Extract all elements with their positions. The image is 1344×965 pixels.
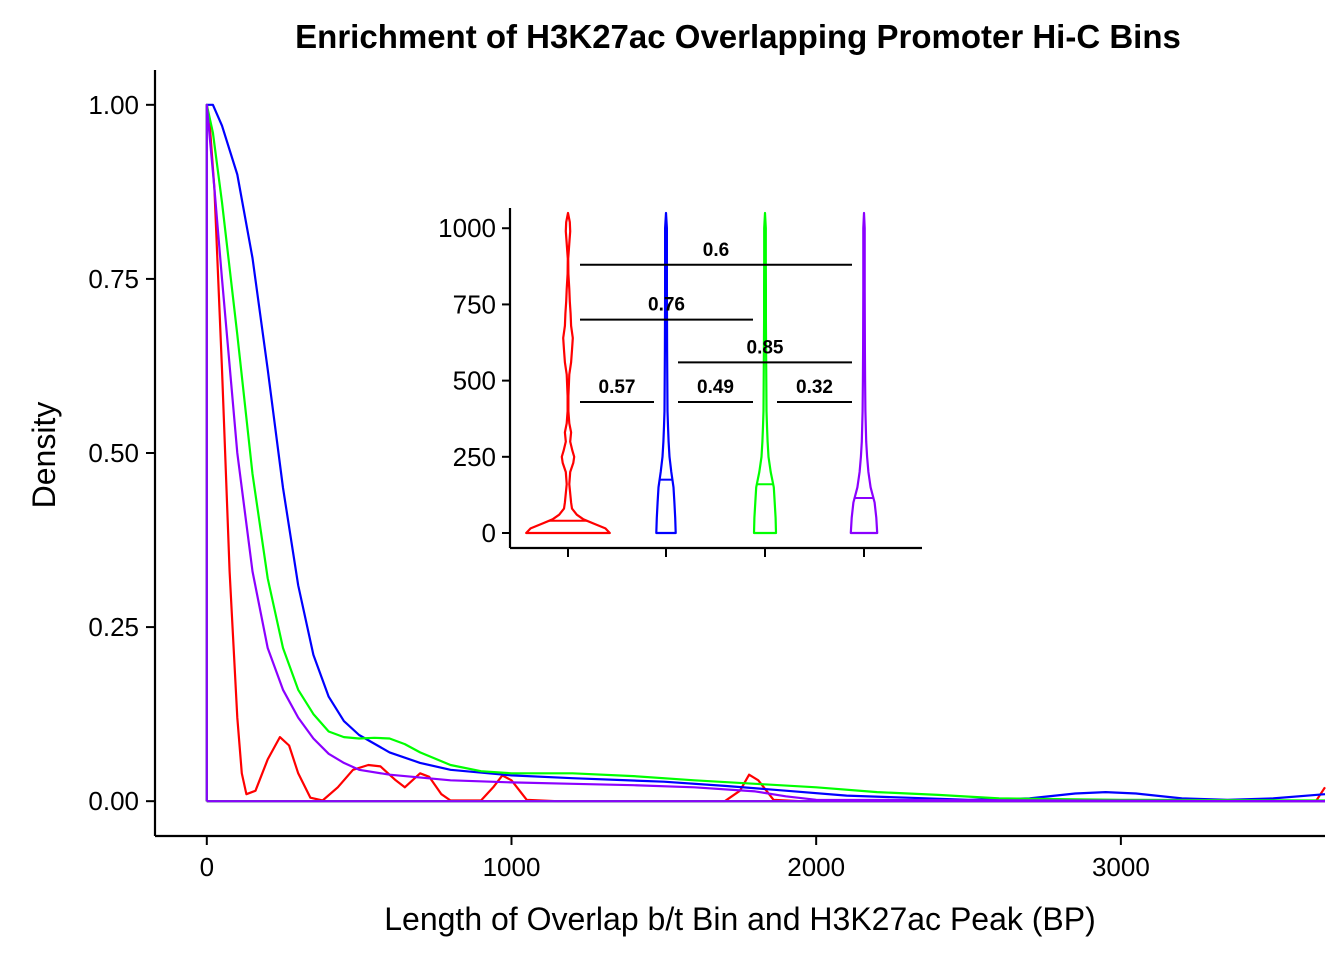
chart-title: Enrichment of H3K27ac Overlapping Promot… (295, 18, 1181, 55)
comparison-bracket: 0.32 (777, 377, 852, 403)
comparison-bracket: 0.49 (678, 377, 753, 403)
x-tick-label: 3000 (1092, 852, 1150, 882)
density-series-3 (205, 103, 1326, 803)
inset-axes (508, 208, 922, 550)
violin-outline (525, 211, 611, 535)
comparison-bracket: 0.57 (580, 377, 654, 403)
inset-violin-plot: 0 250 500 750 1000 0.57 0.49 0.32 0.85 0.76 0.6 (438, 208, 922, 557)
violins (525, 211, 879, 535)
comparison-bracket: 0.6 (580, 240, 852, 266)
violin-1 (525, 211, 611, 535)
x-tick-label: 1000 (483, 852, 541, 882)
y-tick-label: 0.00 (88, 786, 139, 816)
p-value-label: 0.32 (796, 377, 833, 398)
density-line (205, 103, 1326, 802)
violin-outline (752, 211, 778, 535)
comparison-bracket: 0.76 (580, 295, 753, 321)
inset-y-tick-label: 500 (453, 366, 496, 396)
violin-outline (849, 211, 879, 535)
main-axes (153, 70, 1325, 838)
violin-outline (655, 211, 677, 535)
inset-ticks: 0 250 500 750 1000 (438, 213, 865, 557)
violin-2 (655, 211, 677, 535)
p-value-label: 0.49 (697, 377, 734, 398)
inset-y-tick-label: 750 (453, 289, 496, 319)
density-lines (205, 103, 1326, 803)
density-line (205, 103, 1326, 802)
x-tick-label: 0 (200, 852, 214, 882)
x-tick-label: 2000 (787, 852, 845, 882)
p-value-label: 0.57 (599, 377, 636, 398)
density-line (205, 103, 1326, 803)
density-series-4 (205, 103, 1326, 803)
y-axis-label: Density (26, 402, 62, 509)
main-ticks: 0 1000 2000 3000 0.00 0.25 0.50 0.75 1.00 (88, 90, 1149, 882)
comparison-bracket: 0.85 (678, 337, 852, 364)
y-tick-label: 0.75 (88, 264, 139, 294)
violin-4 (849, 211, 879, 535)
density-series-2 (205, 103, 1326, 803)
x-axis-label: Length of Overlap b/t Bin and H3K27ac Pe… (384, 901, 1096, 937)
density-line (205, 103, 1326, 803)
density-series-1 (205, 103, 1326, 803)
y-tick-label: 0.50 (88, 438, 139, 468)
inset-y-tick-label: 1000 (438, 213, 496, 243)
y-tick-label: 1.00 (88, 90, 139, 120)
violin-3 (752, 211, 778, 535)
comparison-brackets: 0.57 0.49 0.32 0.85 0.76 0.6 (580, 240, 852, 403)
p-value-label: 0.76 (648, 295, 685, 316)
inset-y-tick-label: 0 (482, 518, 496, 548)
p-value-label: 0.85 (747, 337, 784, 358)
p-value-label: 0.6 (703, 240, 729, 261)
y-tick-label: 0.25 (88, 612, 139, 642)
inset-y-tick-label: 250 (453, 442, 496, 472)
